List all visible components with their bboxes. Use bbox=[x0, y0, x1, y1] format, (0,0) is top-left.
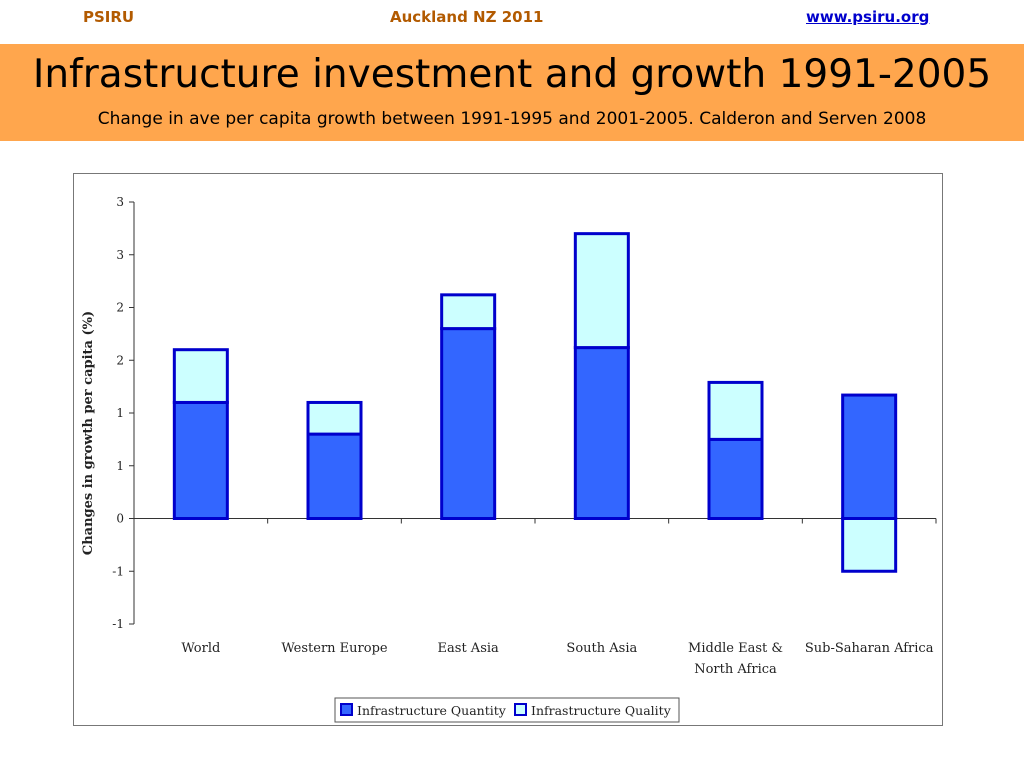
x-category-label: North Africa bbox=[694, 662, 777, 677]
header-bar: PSIRU Auckland NZ 2011 www.psiru.org bbox=[0, 0, 1024, 40]
y-tick-label: 2 bbox=[116, 353, 124, 367]
y-axis-title: Changes in growth per capita (%) bbox=[81, 311, 96, 555]
y-tick-label: 3 bbox=[116, 195, 124, 209]
y-tick-label: -1 bbox=[112, 564, 124, 578]
bar-quality bbox=[306, 400, 363, 436]
slide-title: Infrastructure investment and growth 199… bbox=[32, 52, 992, 97]
bar-quantity bbox=[841, 393, 898, 520]
y-tick-label: 0 bbox=[116, 512, 124, 526]
bar-quantity bbox=[306, 432, 363, 521]
bar-quantity bbox=[573, 346, 630, 520]
y-tick-label: 1 bbox=[116, 459, 124, 473]
bar-quality bbox=[707, 380, 764, 441]
bar-chart: -1 -1 0 1 1 2 2 3 3 Changes in growth per capita … bbox=[81, 195, 937, 723]
org-name: PSIRU bbox=[83, 8, 135, 26]
bar-quality bbox=[440, 293, 497, 331]
chart-frame: -1 -1 0 1 1 2 2 3 3 Changes in growth per capita … bbox=[73, 173, 943, 726]
x-category-label: Sub-Saharan Africa bbox=[805, 641, 934, 656]
slide-subtitle: Change in ave per capita growth between … bbox=[97, 109, 927, 129]
bar-quantity bbox=[707, 437, 764, 520]
bar-quality bbox=[573, 232, 630, 350]
x-category-label: Western Europe bbox=[281, 641, 388, 656]
bar-quality bbox=[172, 348, 229, 404]
title-banner: Infrastructure investment and growth 199… bbox=[0, 44, 1024, 141]
bar-quantity bbox=[440, 327, 497, 520]
legend-swatch-quality bbox=[514, 703, 527, 716]
bar-quantity bbox=[172, 400, 229, 520]
y-tick-label: 3 bbox=[116, 248, 124, 262]
x-category-label: South Asia bbox=[566, 641, 637, 656]
legend-swatch-quantity bbox=[340, 703, 353, 716]
x-category-label: East Asia bbox=[438, 641, 499, 656]
y-tick-label: 1 bbox=[116, 406, 124, 420]
legend-label-quantity: Infrastructure Quantity bbox=[357, 703, 507, 718]
website-link[interactable]: www.psiru.org bbox=[806, 8, 930, 26]
legend-label-quality: Infrastructure Quality bbox=[531, 703, 672, 718]
x-category-label: World bbox=[181, 641, 220, 656]
bar-quality bbox=[841, 517, 898, 573]
x-category-label: Middle East & bbox=[688, 641, 783, 656]
y-tick-label: -1 bbox=[112, 617, 124, 631]
legend-box bbox=[334, 697, 680, 723]
event-label: Auckland NZ 2011 bbox=[390, 8, 544, 26]
y-tick-label: 2 bbox=[116, 301, 124, 315]
